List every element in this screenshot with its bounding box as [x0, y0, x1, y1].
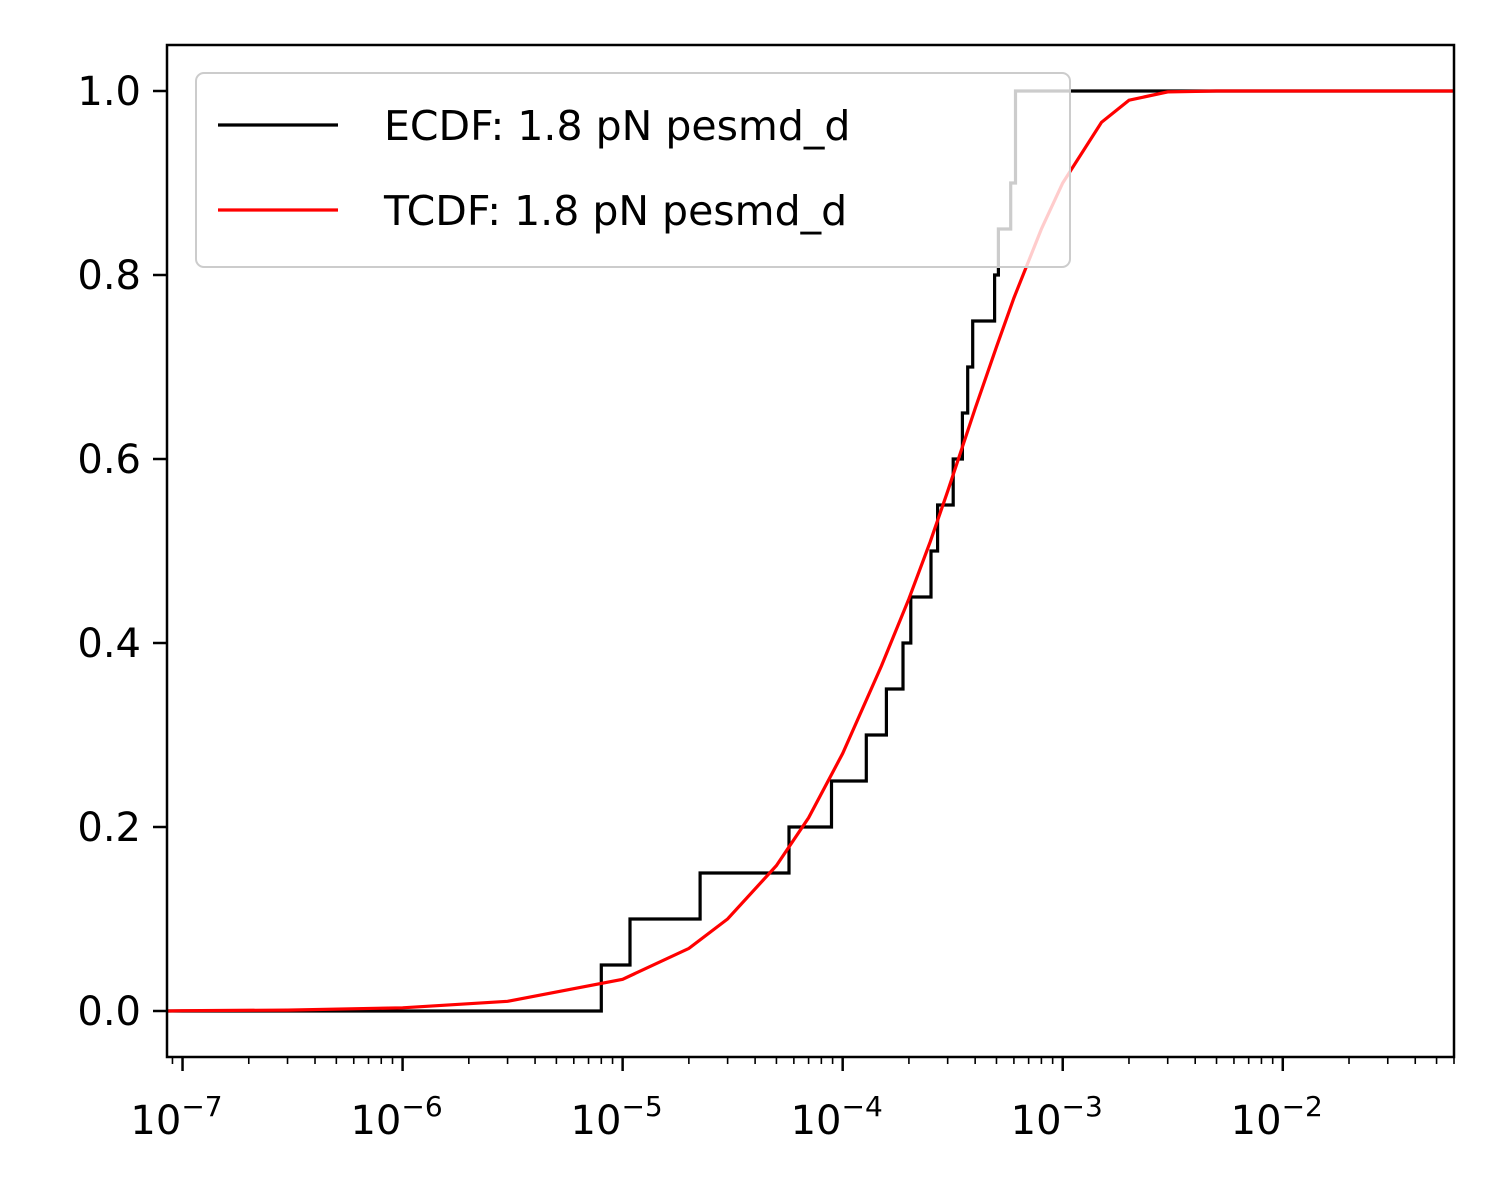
x-tick-label: 10−4 — [791, 1090, 883, 1144]
y-tick-label: 0.2 — [77, 805, 141, 851]
x-tick-label: 10−7 — [130, 1090, 222, 1144]
x-tick-label: 10−5 — [571, 1090, 663, 1144]
y-tick-label: 0.6 — [77, 437, 141, 483]
x-tick-label: 10−6 — [350, 1090, 442, 1144]
tcdf-line — [166, 89, 1454, 1013]
y-tick-label: 0.0 — [77, 989, 141, 1035]
axes-frame — [165, 43, 1456, 1059]
legend: ECDF: 1.8 pN pesmd_d TCDF: 1.8 pN pesmd_d — [195, 72, 1071, 268]
y-tick-label: 0.4 — [77, 621, 141, 667]
y-axis: 0.0 0.2 0.4 0.6 0.8 1.0 — [77, 69, 167, 1035]
x-tick-label: 10−3 — [1011, 1090, 1103, 1144]
legend-label: TCDF: 1.8 pN pesmd_d — [383, 187, 847, 235]
legend-box — [195, 72, 1071, 268]
y-tick-label: 1.0 — [77, 69, 141, 115]
x-axis: 10−7 10−6 10−5 10−4 10−3 10−2 — [130, 1057, 1455, 1144]
ecdf-line — [167, 89, 1454, 1013]
series-layer — [166, 89, 1454, 1013]
legend-label: ECDF: 1.8 pN pesmd_d — [384, 102, 850, 150]
x-tick-label: 10−2 — [1231, 1090, 1323, 1144]
y-tick-label: 0.8 — [77, 253, 141, 299]
